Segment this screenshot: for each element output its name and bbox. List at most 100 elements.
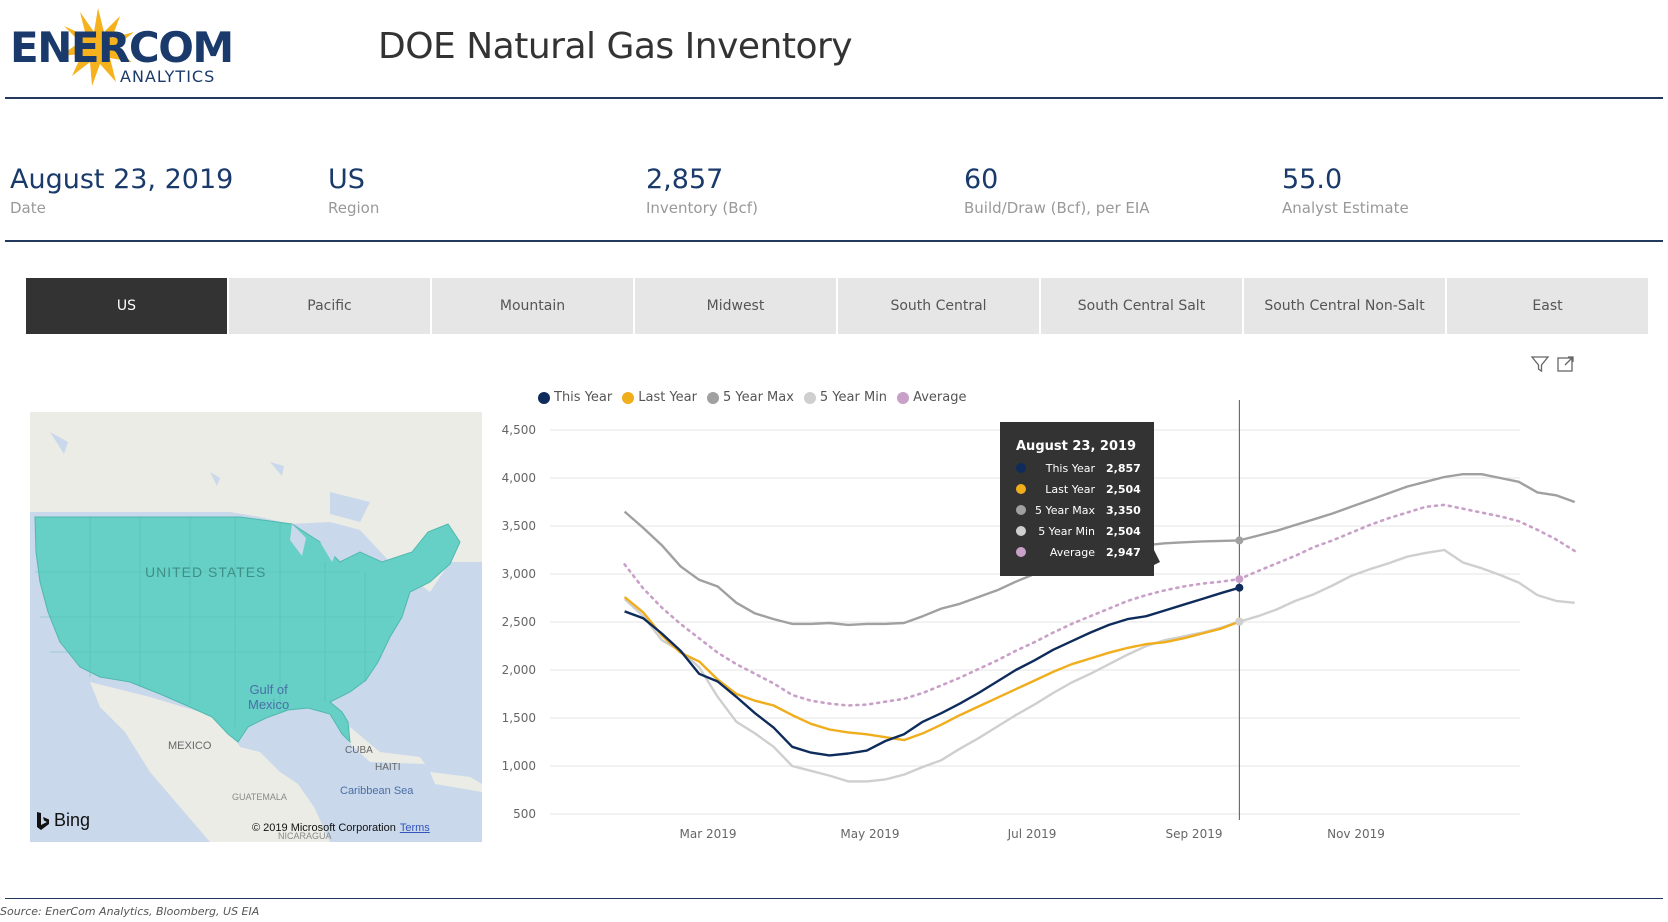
kpi-value: August 23, 2019 xyxy=(10,164,234,195)
bing-icon xyxy=(37,811,49,830)
terms-link[interactable]: Terms xyxy=(399,822,430,834)
copyright-text: © 2019 Microsoft Corporation xyxy=(252,822,396,834)
map-mexico-label: MEXICO xyxy=(168,740,212,752)
kpi-label: Analyst Estimate xyxy=(1282,199,1409,217)
tab-south-central[interactable]: South Central xyxy=(838,278,1039,334)
legend-label: Last Year xyxy=(638,390,697,405)
kpi-value: 55.0 xyxy=(1282,164,1343,195)
logo-subtext: ANALYTICS xyxy=(120,67,215,86)
y-tick-label: 500 xyxy=(513,807,536,821)
tooltip-series-name: 5 Year Min xyxy=(1038,525,1095,538)
tooltip-dot xyxy=(1016,505,1026,515)
series-line-5-year-min xyxy=(623,548,1575,783)
y-tick-label: 2,000 xyxy=(502,663,536,677)
tooltip-series-name: 5 Year Max xyxy=(1035,504,1096,517)
x-tick-label: Mar 2019 xyxy=(680,827,737,841)
legend-item-5-year-max[interactable]: 5 Year Max xyxy=(706,390,794,405)
tooltip-dot xyxy=(1016,547,1026,557)
x-tick-label: Sep 2019 xyxy=(1166,827,1223,841)
y-tick-label: 4,500 xyxy=(502,423,536,437)
tab-mountain[interactable]: Mountain xyxy=(432,278,633,334)
inventory-chart[interactable]: 500 1,000 1,500 2,000 2,500 3,000 3,500 4,000 4,… xyxy=(500,386,1630,856)
legend-item-5-year-min[interactable]: 5 Year Min xyxy=(803,390,888,405)
tab-us[interactable]: US xyxy=(26,278,227,334)
tooltip-title: August 23, 2019 xyxy=(1016,439,1136,454)
hover-marker xyxy=(1235,536,1244,545)
x-tick-label: Nov 2019 xyxy=(1327,827,1385,841)
map-haiti-label: HAITI xyxy=(375,762,401,773)
kpi-value: 60 xyxy=(964,164,999,195)
tooltip-series-name: This Year xyxy=(1045,462,1096,475)
legend-label: This Year xyxy=(554,390,613,405)
bing-label: Bing xyxy=(54,810,91,830)
tooltip-series-name: Average xyxy=(1050,546,1095,559)
tooltip-series-value: 2,504 xyxy=(1106,483,1141,496)
tab-east[interactable]: East xyxy=(1447,278,1648,334)
kpi-region: US Region xyxy=(328,163,628,217)
focus-mode-icon[interactable] xyxy=(1556,354,1576,374)
legend-label: Average xyxy=(913,390,967,405)
enercom-logo: ENERCOM ANALYTICS xyxy=(10,8,234,86)
kpi-value: 2,857 xyxy=(646,164,724,195)
tooltip-series-value: 2,857 xyxy=(1106,462,1141,475)
tab-south-central-non-salt[interactable]: South Central Non-Salt xyxy=(1244,278,1445,334)
y-tick-label: 2,500 xyxy=(502,615,536,629)
legend-dot xyxy=(622,391,635,404)
legend-label: 5 Year Min xyxy=(819,390,888,405)
kpi-build-draw: 60 Build/Draw (Bcf), per EIA xyxy=(964,163,1264,217)
series-line-last-year xyxy=(623,596,1240,742)
map-gulf-label: Gulf of Mexico xyxy=(248,682,290,712)
tooltip-series-value: 2,504 xyxy=(1106,525,1141,538)
tab-midwest[interactable]: Midwest xyxy=(635,278,836,334)
chart-svg: 500 1,000 1,500 2,000 2,500 3,000 3,500 4,000 4,… xyxy=(502,400,1576,841)
page-title: DOE Natural Gas Inventory xyxy=(378,26,853,67)
header-divider xyxy=(5,97,1663,99)
tooltip-dot xyxy=(1016,526,1026,536)
legend-dot xyxy=(803,391,816,404)
kpi-value: US xyxy=(328,164,365,195)
x-tick-label: Jul 2019 xyxy=(1007,827,1057,841)
tooltip-series-value: 3,350 xyxy=(1106,504,1141,517)
legend-dot xyxy=(897,391,910,404)
legend-label: 5 Year Max xyxy=(722,390,794,405)
series-line-this-year xyxy=(624,586,1240,757)
legend-dot xyxy=(538,391,550,404)
map-nicaragua-label: NICARAGUA xyxy=(278,831,332,841)
y-tick-label: 1,500 xyxy=(502,711,536,725)
map-copyright: © 2019 Microsoft Corporation Terms xyxy=(252,822,430,834)
tab-south-central-salt[interactable]: South Central Salt xyxy=(1041,278,1242,334)
region-tabs: US Pacific Mountain Midwest South Centra… xyxy=(26,278,1650,334)
hover-marker xyxy=(1235,583,1244,592)
tab-pacific[interactable]: Pacific xyxy=(229,278,430,334)
map-cuba-label: CUBA xyxy=(345,745,373,756)
y-tick-label: 3,500 xyxy=(502,519,536,533)
kpi-date: August 23, 2019 Date xyxy=(10,163,310,217)
y-tick-label: 4,000 xyxy=(502,471,536,485)
region-map[interactable]: UNITED STATES Gulf of Mexico MEXICO CUBA… xyxy=(30,412,482,842)
map-guatemala-label: GUATEMALA xyxy=(232,792,287,802)
map-caribbean-label: Caribbean Sea xyxy=(340,785,414,797)
tooltip-pointer xyxy=(1150,550,1160,567)
kpi-inventory: 2,857 Inventory (Bcf) xyxy=(646,163,946,217)
legend-item-this-year[interactable]: This Year xyxy=(538,390,612,405)
footer-divider xyxy=(5,898,1663,899)
bing-logo: Bing xyxy=(36,810,90,831)
kpi-analyst-estimate: 55.0 Analyst Estimate xyxy=(1282,163,1582,217)
kpi-label: Region xyxy=(328,199,380,217)
y-tick-label: 1,000 xyxy=(502,759,536,773)
hover-marker xyxy=(1235,617,1244,626)
chart-legend: This Year Last Year 5 Year Max 5 Year Mi… xyxy=(538,390,966,405)
tooltip-series-name: Last Year xyxy=(1045,483,1095,496)
filter-icon[interactable] xyxy=(1530,354,1550,374)
tooltip-series-value: 2,947 xyxy=(1106,546,1141,559)
source-note: Source: EnerCom Analytics, Bloomberg, US… xyxy=(0,905,260,918)
x-tick-label: May 2019 xyxy=(840,827,899,841)
hover-marker xyxy=(1235,575,1244,584)
map-country-label: UNITED STATES xyxy=(145,564,267,580)
logo-text: ENERCOM xyxy=(10,23,233,72)
legend-item-average[interactable]: Average xyxy=(897,390,966,405)
legend-dot xyxy=(706,391,719,404)
sun-icon xyxy=(60,8,134,86)
kpi-label: Date xyxy=(10,199,46,217)
legend-item-last-year[interactable]: Last Year xyxy=(622,390,697,405)
